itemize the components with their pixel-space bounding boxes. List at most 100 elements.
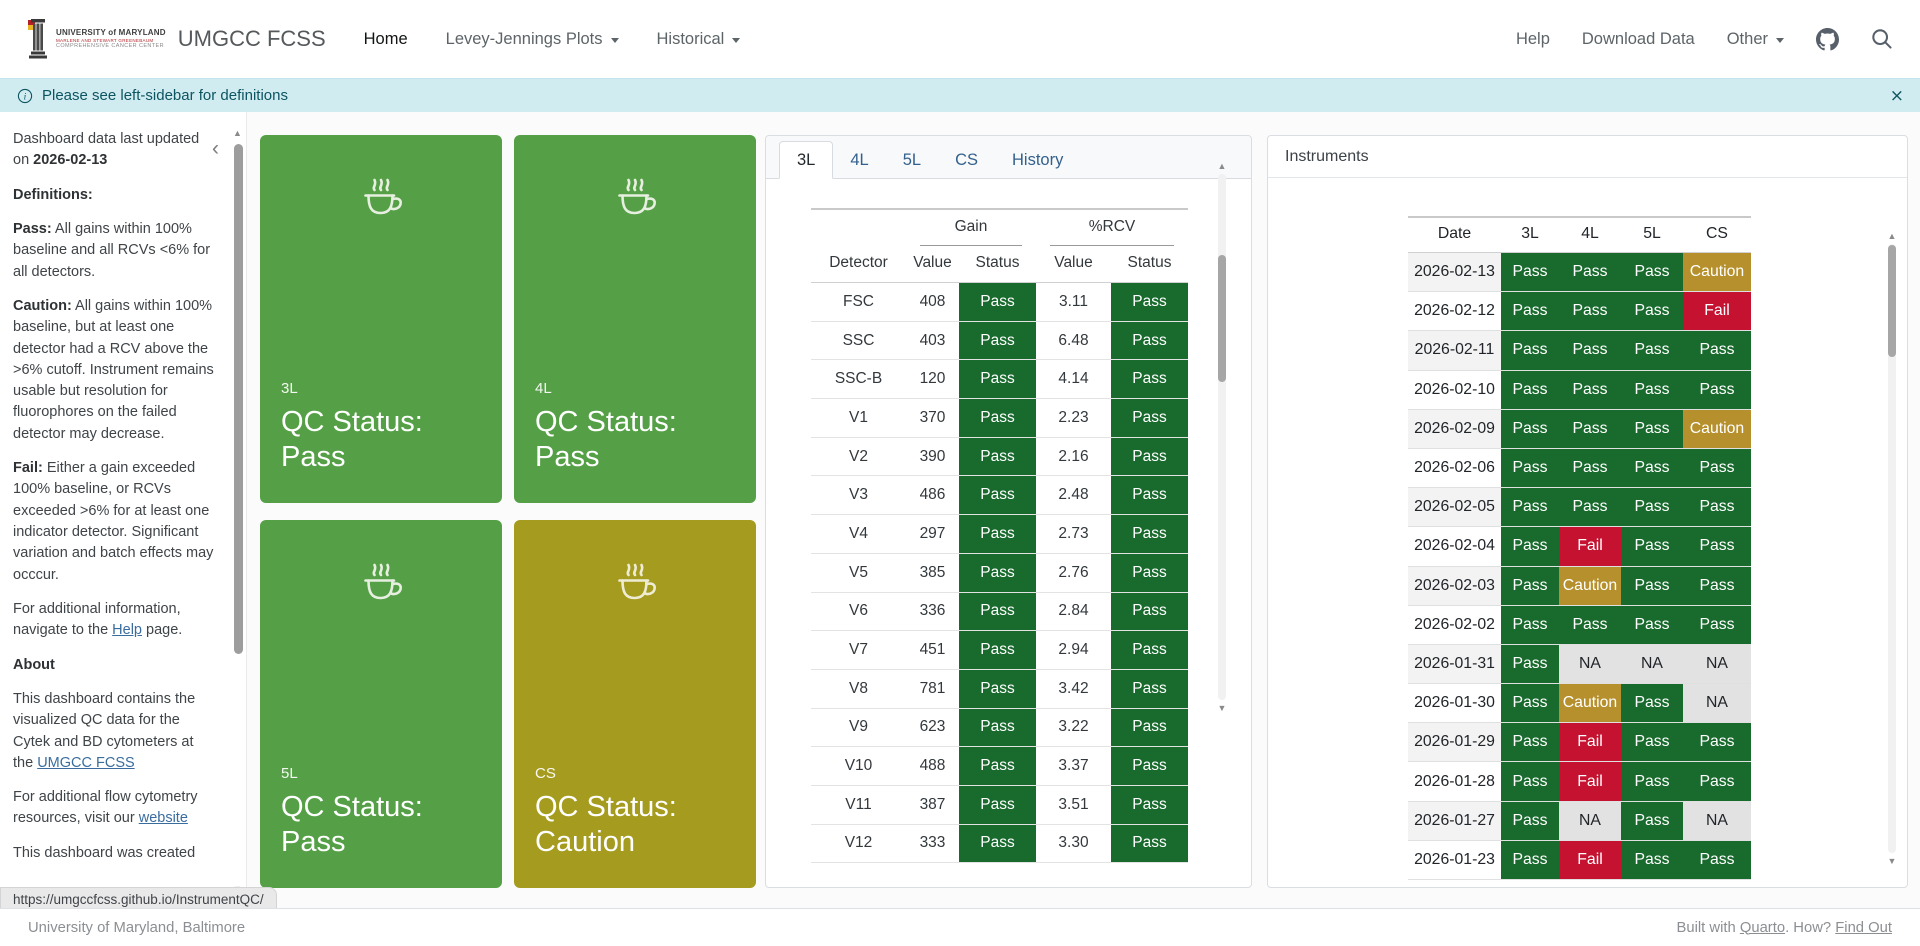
status-badge: NA [1559, 801, 1621, 841]
tab-3l[interactable]: 3L [779, 141, 834, 179]
qc-scrollbar-thumb[interactable] [1218, 255, 1226, 382]
table-row: V9 623 Pass 3.22 Pass [811, 708, 1188, 748]
sidebar-scrollbar-thumb[interactable] [234, 144, 243, 654]
rcv-status-badge: Pass [1111, 359, 1188, 400]
nav-item-help[interactable]: Help [1515, 29, 1550, 48]
umd-logo[interactable]: UNIVERSITY of MARYLAND MARLENE AND STEWA… [27, 18, 166, 60]
date-cell: 2026-01-31 [1408, 644, 1501, 685]
scroll-up-icon[interactable]: ▲ [1217, 161, 1227, 171]
gain-value-cell: 385 [906, 553, 959, 593]
info-banner: i Please see left-sidebar for definition… [0, 78, 1920, 112]
website-link[interactable]: website [138, 810, 188, 827]
rcv-value-cell: 6.48 [1036, 321, 1111, 361]
status-badge: Pass [1621, 683, 1683, 724]
sidebar-scroll-up-icon[interactable]: ▲ [233, 128, 242, 138]
status-badge: Pass [1621, 252, 1683, 293]
status-badge: NA [1621, 644, 1683, 685]
tab-cs[interactable]: CS [955, 150, 978, 169]
find-out-link[interactable]: Find Out [1835, 919, 1892, 936]
definition-fail: Fail: Either a gain exceeded 100% baseli… [13, 460, 214, 583]
svg-text:i: i [24, 92, 27, 102]
qc-card-5l: 5L QC Status: Pass [260, 520, 502, 888]
last-updated-date: 2026-02-13 [33, 152, 108, 169]
status-badge: Pass [1683, 487, 1751, 528]
link-preview-status-bar: https://umgccfcss.github.io/InstrumentQC… [0, 887, 277, 908]
status-badge: Pass [1501, 566, 1559, 606]
nav-item-historical[interactable]: Historical [657, 30, 741, 49]
gain-status-badge: Pass [959, 437, 1036, 477]
rcv-value-cell: 3.37 [1036, 746, 1111, 786]
rcv-status-badge: Pass [1111, 437, 1188, 477]
navbar-nav-left: Home Levey-Jennings Plots Historical [364, 30, 741, 49]
status-badge: Pass [1501, 605, 1559, 645]
instruments-panel: Instruments Date 3L 4L 5L CS 2026-02-13 Pass P… [1267, 135, 1908, 888]
gain-value-cell: 486 [906, 475, 959, 516]
status-badge: Caution [1683, 252, 1751, 293]
nav-item-home[interactable]: Home [363, 29, 408, 48]
gain-value-cell: 120 [906, 359, 959, 400]
about-paragraph-2: For additional flow cytometry resources,… [13, 789, 198, 827]
rcv-value-cell: 2.94 [1036, 630, 1111, 670]
rcv-status-badge: Pass [1111, 824, 1188, 864]
gain-status-badge: Pass [959, 669, 1036, 709]
qc-card-cs: CS QC Status: Caution [514, 520, 756, 888]
footer: University of Maryland, Baltimore Built … [0, 908, 1920, 946]
close-icon[interactable]: × [1889, 85, 1904, 106]
table-row: V3 486 Pass 2.48 Pass [811, 475, 1188, 516]
logo-line-3: COMPREHENSIVE CANCER CENTER [56, 43, 164, 50]
search-icon[interactable] [1871, 28, 1893, 50]
github-icon[interactable] [1816, 27, 1839, 51]
coffee-cup-icon [364, 178, 402, 215]
detector-cell: V6 [811, 592, 906, 632]
help-link[interactable]: Help [112, 622, 142, 639]
rcv-value-cell: 3.42 [1036, 669, 1111, 709]
detector-cell: SSC [811, 321, 906, 361]
gain-value-cell: 336 [906, 592, 959, 632]
nav-item-other[interactable]: Other [1727, 30, 1784, 49]
table-row: FSC 408 Pass 3.11 Pass [811, 282, 1188, 322]
info-icon: i [17, 88, 33, 103]
column-header: Value [906, 246, 959, 283]
coffee-cup-icon [364, 563, 402, 600]
sidebar-collapse-icon[interactable]: ‹ [212, 137, 219, 160]
detector-cell: SSC-B [811, 359, 906, 400]
umgcc-fcss-link[interactable]: UMGCC FCSS [37, 754, 135, 771]
rcv-status-badge: Pass [1111, 785, 1188, 825]
column-header: Detector [811, 246, 906, 283]
status-badge: Fail [1559, 526, 1621, 567]
gain-value-cell: 781 [906, 669, 959, 709]
instruments-scrollbar-thumb[interactable] [1888, 245, 1896, 357]
nav-item-download-data[interactable]: Download Data [1581, 29, 1695, 48]
status-badge: Pass [1683, 722, 1751, 763]
instruments-table: Date 3L 4L 5L CS 2026-02-13 Pass Pass Pass Cauti… [1408, 216, 1751, 881]
status-badge: Pass [1683, 566, 1751, 606]
table-row: 2026-01-29 Pass Fail Pass Pass [1408, 722, 1751, 763]
table-row: 2026-01-23 Pass Fail Pass Pass [1408, 840, 1751, 881]
tab-history[interactable]: History [1012, 150, 1064, 169]
status-badge: Pass [1621, 291, 1683, 332]
status-badge: Pass [1559, 291, 1621, 332]
tab-5l[interactable]: 5L [902, 150, 922, 169]
gain-value-cell: 390 [906, 437, 959, 477]
qc-card-4l: 4L QC Status: Pass [514, 135, 756, 503]
gain-value-cell: 297 [906, 514, 959, 554]
scroll-down-icon[interactable]: ▼ [1887, 856, 1897, 866]
chevron-down-icon [732, 37, 741, 43]
tab-4l[interactable]: 4L [850, 150, 869, 169]
nav-item-levey-jennings-plots[interactable]: Levey-Jennings Plots [446, 30, 619, 49]
card-status-text: QC Status: Pass [281, 406, 423, 474]
info-paragraph: For additional information, navigate to … [13, 600, 183, 639]
detector-cell: FSC [811, 282, 906, 322]
gain-value-cell: 488 [906, 746, 959, 786]
instruments-header-row: Date 3L 4L 5L CS [1408, 217, 1751, 253]
navbar-nav-right: Help Download Data Other [1516, 30, 1784, 49]
card-instrument-label: 4L [535, 380, 552, 398]
date-cell: 2026-02-02 [1408, 605, 1501, 645]
table-row: V4 297 Pass 2.73 Pass [811, 514, 1188, 554]
main-content: Dashboard data last updated on 2026-02-1… [0, 112, 1920, 908]
quarto-link[interactable]: Quarto [1739, 919, 1786, 936]
detector-cell: V3 [811, 475, 906, 516]
scroll-up-icon[interactable]: ▲ [1887, 231, 1897, 241]
status-badge: Pass [1501, 487, 1559, 528]
scroll-down-icon[interactable]: ▼ [1217, 703, 1227, 713]
